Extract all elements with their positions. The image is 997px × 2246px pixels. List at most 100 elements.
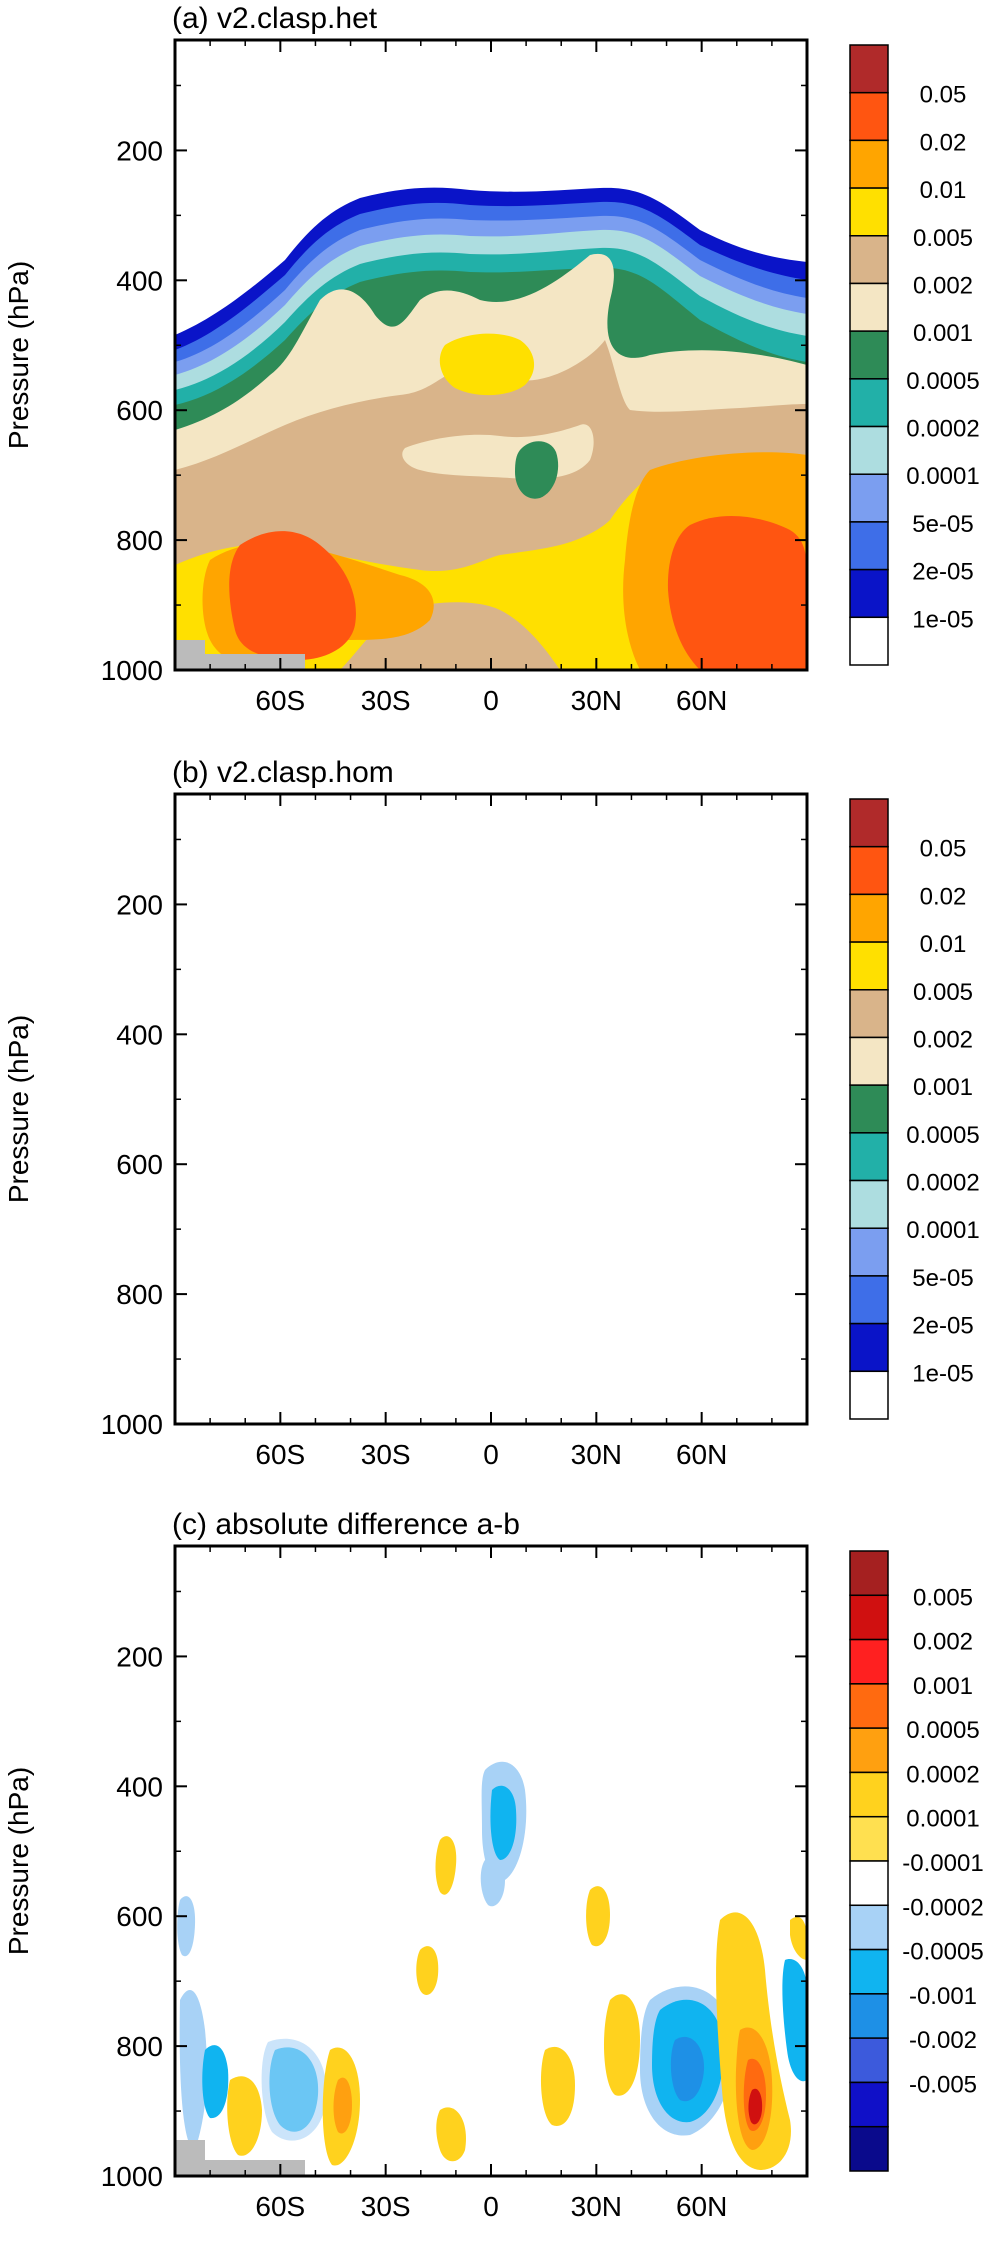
colorbar-box	[849, 2081, 889, 2128]
colorbar-label: 2e-05	[912, 1313, 973, 1340]
panel-c-ylabel: Pressure (hPa)	[3, 1767, 34, 1955]
colorbar-box	[849, 1683, 889, 1729]
colorbar-label: 0.005	[913, 979, 973, 1006]
colorbar-box	[849, 941, 889, 991]
colorbar-box	[849, 1860, 889, 1907]
y-tick-label: 600	[116, 1149, 163, 1180]
colorbar-box	[849, 330, 889, 380]
panel-a-title: (a) v2.clasp.het	[172, 2, 378, 35]
colorbar-label: 0.05	[920, 82, 967, 109]
colorbar-box	[849, 1727, 889, 1774]
x-tick-label: 60S	[255, 2191, 305, 2222]
y-tick-label: 200	[116, 135, 163, 166]
colorbar-label: 0.001	[913, 1673, 973, 1700]
diff-neg-light	[179, 1990, 207, 2150]
y-tick-label: 800	[116, 1279, 163, 1310]
colorbar-box	[849, 378, 889, 428]
colorbar-box	[849, 425, 889, 475]
colorbar-box	[849, 1550, 889, 1597]
colorbar-box	[849, 1771, 889, 1818]
colorbar-box	[849, 1322, 889, 1373]
colorbar-box	[849, 1132, 889, 1182]
x-tick-label: 60S	[255, 685, 305, 716]
colorbar-label: 0.0001	[906, 463, 979, 490]
x-tick-label: 30S	[361, 2191, 411, 2222]
panel-a-ylabel: Pressure (hPa)	[3, 261, 34, 449]
x-tick-label: 60N	[676, 2191, 727, 2222]
colorbar-label: 5e-05	[912, 1265, 973, 1292]
x-tick-label: 30N	[571, 685, 622, 716]
colorbar-label: 0.02	[920, 129, 967, 156]
axis-ticks: 60S 30S 0 30N 60N 200 400 600 800 1000 60S 30S 0 30N 6…	[101, 40, 807, 2222]
colorbar-box	[849, 282, 889, 332]
colorbar-label: -0.0001	[902, 1850, 983, 1877]
colorbar-label: 0.0005	[906, 1122, 979, 1149]
colorbar-label: 0.01	[920, 931, 967, 958]
colorbar-label: 0.001	[913, 320, 973, 347]
colorbar-label: -0.0002	[902, 1894, 983, 1921]
x-tick-label: 0	[483, 685, 499, 716]
colorbar-box	[849, 1815, 889, 1862]
colorbar-box	[849, 187, 889, 237]
colorbar-label: 0.005	[913, 225, 973, 252]
colorbar-box	[849, 473, 889, 523]
colorbar-label: 0.0002	[906, 1761, 979, 1788]
colorbar-box	[849, 521, 889, 571]
y-tick-label: 400	[116, 265, 163, 296]
x-tick-label: 60S	[255, 1439, 305, 1470]
y-tick-label: 1000	[101, 1409, 163, 1440]
colorbar-box	[849, 139, 889, 189]
panel-a-contours	[175, 40, 807, 670]
x-tick-label: 30N	[571, 2191, 622, 2222]
y-tick-label: 1000	[101, 2161, 163, 2192]
colorbar-box	[849, 1638, 889, 1685]
panel-b: (b) v2.clasp.hom Pressure (hPa)	[3, 756, 809, 1426]
y-tick-label: 800	[116, 525, 163, 556]
colorbar-box	[849, 568, 889, 619]
x-tick-label: 60N	[676, 685, 727, 716]
panel-c-contours	[175, 1546, 807, 2176]
colorbar-box	[849, 1036, 889, 1086]
y-tick-label: 600	[116, 1901, 163, 1932]
colorbar-label: 0.002	[913, 272, 973, 299]
panel-b-title: (b) v2.clasp.hom	[172, 756, 394, 789]
colorbar-label: 0.0002	[906, 1170, 979, 1197]
contour-redorange-right	[667, 515, 807, 670]
colorbar-box	[849, 1275, 889, 1325]
colorbar-label: 0.05	[920, 836, 967, 863]
panel-b-ylabel: Pressure (hPa)	[3, 1015, 34, 1203]
contour-yellow-blob	[439, 333, 535, 396]
colorbar-label: 0.0001	[906, 1806, 979, 1833]
colorbar-box	[849, 893, 889, 943]
x-tick-label: 30S	[361, 1439, 411, 1470]
x-tick-label: 0	[483, 2191, 499, 2222]
colorbar-label: 1e-05	[912, 1360, 973, 1387]
colorbar-label: 0.01	[920, 177, 967, 204]
y-tick-label: 1000	[101, 655, 163, 686]
colorbar-label: -0.001	[909, 1983, 977, 2010]
colorbar-label: -0.002	[909, 2027, 977, 2054]
panel-c: (c) absolute difference a-b Pressure (hP…	[3, 1508, 809, 2178]
colorbar-label: 0.0002	[906, 416, 979, 443]
colorbar-label: 2e-05	[912, 559, 973, 586]
colorbar-box	[849, 44, 889, 94]
contour-redorange-left	[229, 531, 356, 661]
colorbar-box	[849, 91, 889, 142]
colorbar-label: 0.002	[913, 1026, 973, 1053]
y-tick-label: 200	[116, 1641, 163, 1672]
colorbar-box	[849, 1227, 889, 1277]
panel-b-contours	[175, 794, 807, 1424]
colorbar-box	[849, 1084, 889, 1134]
x-tick-label: 0	[483, 1439, 499, 1470]
x-tick-label: 30N	[571, 1439, 622, 1470]
y-tick-label: 200	[116, 889, 163, 920]
colorbar-box	[849, 1993, 889, 2039]
colorbar-box	[849, 2037, 889, 2084]
colorbar-label: 0.002	[913, 1629, 973, 1656]
colorbar-label: 0.005	[913, 1584, 973, 1611]
colorbars: 0.05 0.02 0.01 0.005 0.002 0.001 0.0005 0.0002 0…	[849, 44, 984, 2172]
colorbar-label: -0.0005	[902, 1939, 983, 1966]
y-tick-label: 600	[116, 395, 163, 426]
colorbar-label: -0.005	[909, 2071, 977, 2098]
